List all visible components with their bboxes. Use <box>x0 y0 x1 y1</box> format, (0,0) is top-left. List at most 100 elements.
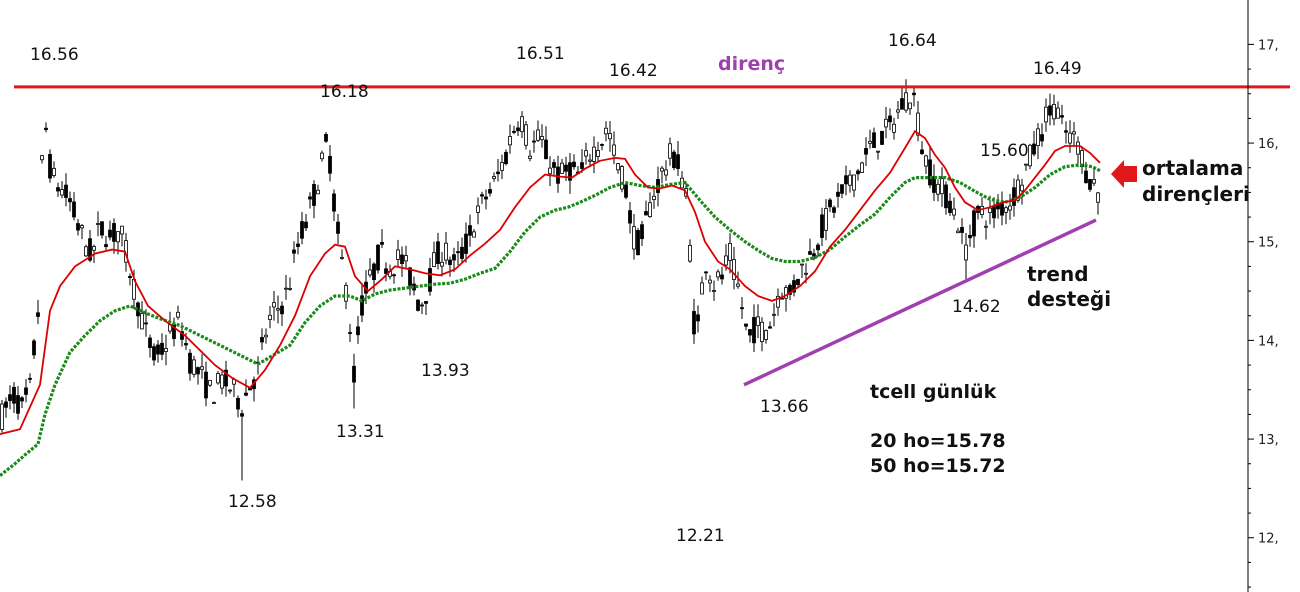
candle <box>548 156 552 187</box>
candle <box>832 205 836 219</box>
candle <box>272 290 276 321</box>
candle <box>160 333 164 361</box>
price-labels: 16.56 16.18 16.51 16.42 16.64 16.49 15.60 13.31… <box>30 31 1082 546</box>
candle <box>136 301 140 329</box>
candle <box>860 161 864 173</box>
candle <box>80 224 84 240</box>
candle <box>708 275 712 292</box>
candle <box>900 86 904 110</box>
candle <box>252 376 256 402</box>
candle <box>592 136 596 174</box>
candle <box>636 227 640 256</box>
candle <box>868 129 872 149</box>
candle <box>316 184 320 195</box>
candle <box>732 246 736 290</box>
candle <box>628 201 632 234</box>
candle <box>8 385 12 410</box>
candle <box>4 397 8 418</box>
candle <box>796 278 800 288</box>
candle <box>852 174 856 198</box>
candle <box>1060 104 1064 125</box>
candle <box>920 141 924 155</box>
candle <box>204 361 208 407</box>
candle <box>128 273 132 286</box>
candle <box>492 172 496 182</box>
candle <box>468 214 472 247</box>
candle <box>1072 122 1076 146</box>
candle <box>964 232 968 280</box>
candle <box>532 130 536 153</box>
ma20-line <box>0 129 1101 435</box>
candle <box>572 154 576 170</box>
candle <box>40 154 44 164</box>
candle <box>512 125 516 135</box>
candle <box>336 213 340 245</box>
candle <box>296 231 300 255</box>
candle <box>1040 123 1044 147</box>
candle <box>480 191 484 204</box>
candle <box>240 409 244 481</box>
candle <box>540 124 544 148</box>
left-arrow-icon <box>1111 160 1137 188</box>
candle <box>1024 163 1028 171</box>
candle <box>460 237 464 263</box>
candle <box>648 192 652 218</box>
candle <box>320 150 324 162</box>
candle <box>24 379 28 403</box>
candle <box>600 143 604 151</box>
candle <box>472 229 476 238</box>
candle <box>536 120 540 142</box>
candle <box>488 182 492 197</box>
trend-support-label-line2: desteği <box>1027 287 1111 311</box>
candle <box>220 371 224 395</box>
candle <box>268 306 272 329</box>
y-tick-label: 15, <box>1258 236 1279 251</box>
candle <box>404 245 408 270</box>
candle <box>208 379 212 388</box>
candle <box>356 315 360 344</box>
y-tick-label: 17, <box>1258 38 1279 53</box>
candle <box>0 400 4 433</box>
trend-support-line <box>743 218 1097 387</box>
candle <box>276 295 280 324</box>
candle <box>420 302 424 315</box>
candle <box>776 288 780 316</box>
candle <box>56 182 60 197</box>
info-ma20: 20 ho=15.78 <box>870 430 1006 452</box>
candle <box>140 301 144 330</box>
candle <box>664 160 668 181</box>
candle <box>432 241 436 268</box>
candle <box>12 382 16 413</box>
candle <box>888 108 892 131</box>
candle <box>16 386 20 420</box>
candle <box>744 323 748 331</box>
candle <box>328 145 332 182</box>
candle <box>444 231 448 265</box>
candle <box>816 242 820 257</box>
candle <box>668 137 672 166</box>
candle <box>416 299 420 312</box>
candle <box>960 218 964 245</box>
candle <box>1076 136 1080 168</box>
candle <box>464 222 468 263</box>
price-label: 16.42 <box>609 61 658 81</box>
candle <box>32 338 36 360</box>
candle <box>324 131 328 143</box>
candle <box>912 87 916 107</box>
candle <box>524 120 528 150</box>
candle <box>944 181 948 215</box>
candle <box>884 107 888 139</box>
candle <box>1048 93 1052 126</box>
candle <box>916 101 920 142</box>
price-label: 16.18 <box>320 82 369 102</box>
candle <box>736 271 740 289</box>
candle <box>908 102 912 115</box>
candle <box>448 256 452 277</box>
candle <box>712 280 716 301</box>
candle <box>932 164 936 202</box>
candle <box>876 150 880 160</box>
candle <box>1088 178 1092 192</box>
candle <box>760 317 764 352</box>
candle <box>840 184 844 199</box>
